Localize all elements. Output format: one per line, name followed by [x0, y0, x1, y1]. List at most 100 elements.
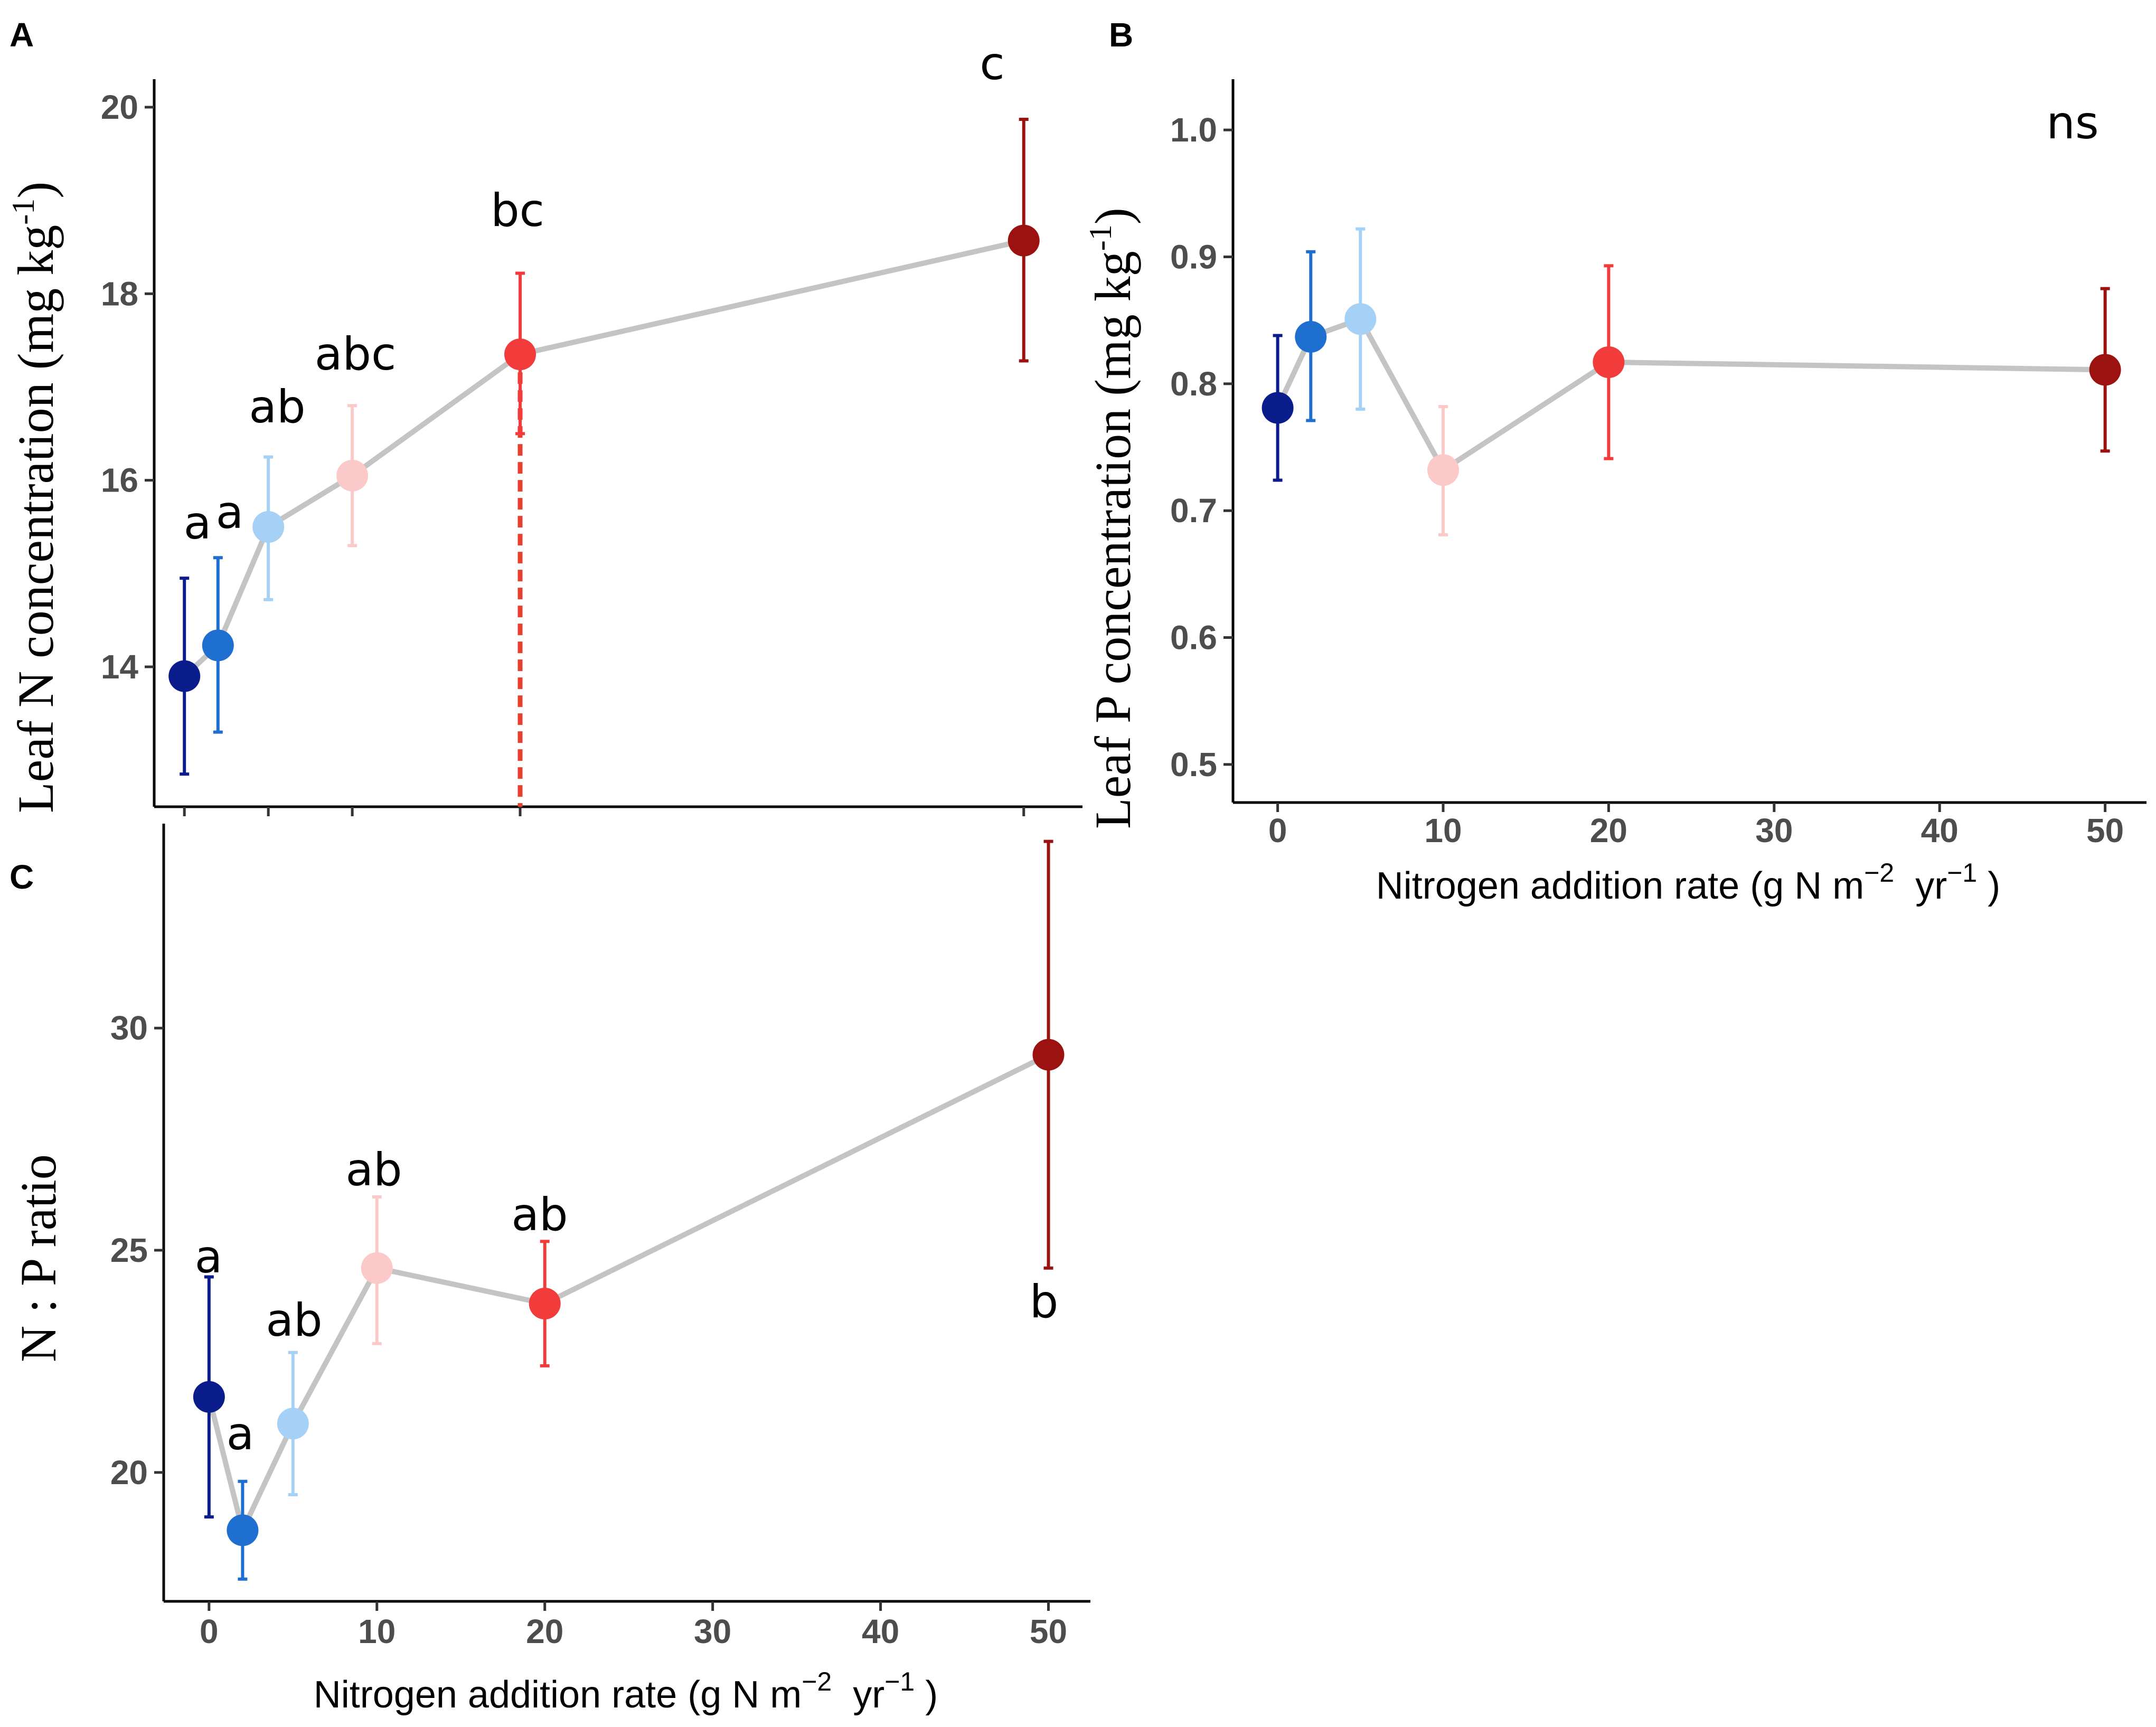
y-tick-label: 20 [110, 1454, 148, 1492]
panel-b-x-label-main: Nitrogen addition rate (g N m [1376, 865, 1864, 907]
data-point [1295, 320, 1327, 353]
data-point [504, 338, 536, 371]
panel-b-x-label-sup2: −1 [1947, 858, 1977, 888]
panel-c-x-label-sup1: −2 [802, 1667, 832, 1696]
panel-c-x-label-mid: yr [853, 1674, 884, 1716]
data-point [2089, 354, 2121, 386]
panel-c-significance-labels: a a ab ab ab b [195, 1144, 1059, 1460]
panel-c-x-label-sup2: −1 [884, 1667, 915, 1696]
panel-b: B 0.5 0.6 0.7 0.8 0.9 1.0 0 10 20 30 40 50 Leaf P … [1083, 16, 2146, 907]
x-tick-label: 20 [526, 1612, 563, 1650]
data-point [1032, 1039, 1065, 1071]
panel-a-y-label-end: ) [7, 182, 64, 199]
panel-a-error-bars [180, 117, 1029, 776]
data-point [1593, 346, 1625, 378]
y-tick-label: 0.8 [1170, 365, 1217, 403]
panel-c-x-ticks: 0 10 20 30 40 50 [200, 1601, 1067, 1650]
x-tick-label: 50 [1030, 1612, 1067, 1650]
panel-c-y-ticks: 20 25 30 [110, 1009, 164, 1492]
y-tick-label: 30 [110, 1009, 148, 1047]
panel-a-y-ticks: 14 16 18 20 [101, 88, 154, 686]
data-point [168, 660, 201, 692]
x-tick-label: 30 [694, 1612, 731, 1650]
panel-a-sig-label: bc [491, 184, 544, 237]
panel-a-significance-labels: a a ab abc bc c [184, 37, 1005, 550]
data-point [277, 1408, 309, 1440]
x-tick-label: 10 [1424, 811, 1462, 850]
data-point [361, 1252, 393, 1284]
panel-b-points [1261, 303, 2121, 486]
panel-b-y-ticks: 0.5 0.6 0.7 0.8 0.9 1.0 [1170, 111, 1233, 784]
panel-c-sig-label: ab [511, 1188, 568, 1241]
panel-c-y-label: N : P ratio [10, 1154, 67, 1362]
panel-a-sig-label: ab [249, 381, 305, 433]
x-tick-label: 40 [1921, 811, 1959, 850]
panel-a-x-ticks [183, 807, 1025, 816]
panel-a-sig-label: a [216, 486, 244, 539]
x-tick-label: 0 [1268, 811, 1287, 850]
panel-b-error-bars [1273, 227, 2110, 536]
y-tick-label: 14 [101, 648, 139, 686]
data-point [1427, 454, 1460, 486]
x-tick-label: 10 [358, 1612, 396, 1650]
panel-a-sig-label: abc [315, 328, 397, 381]
panel-a-y-label-main: Leaf N concentration (mg kg [7, 225, 64, 813]
panel-b-x-label: Nitrogen addition rate (g N m−2 yr−1) [1376, 858, 2000, 907]
panel-c-sig-label: a [227, 1408, 255, 1460]
panel-a-sig-label: c [980, 37, 1004, 90]
panel-c-connector-line [206, 1052, 1050, 1533]
y-tick-label: 0.9 [1170, 238, 1217, 276]
panel-b-x-label-end: ) [1988, 865, 2000, 907]
y-tick-label: 0.7 [1170, 492, 1217, 530]
y-tick-label: 1.0 [1170, 111, 1217, 149]
panel-c-sig-label: ab [266, 1294, 322, 1347]
panel-a-letter: A [10, 16, 34, 54]
panel-c-x-label-main: Nitrogen addition rate (g N m [314, 1674, 802, 1716]
y-tick-label: 0.5 [1170, 745, 1217, 784]
data-point [529, 1288, 561, 1320]
data-point [227, 1514, 259, 1546]
y-tick-label: 0.6 [1170, 619, 1217, 657]
panel-b-ns-annotation: ns [2046, 97, 2098, 149]
panel-a-connector-line [182, 238, 1024, 678]
panel-c-x-label: Nitrogen addition rate (g N m−2 yr−1) [314, 1667, 938, 1716]
panel-c-sig-label: b [1030, 1276, 1059, 1328]
panel-c-sig-label: ab [345, 1144, 402, 1196]
panel-b-y-label: Leaf P concentration (mg kg-1) [1083, 207, 1141, 829]
panel-b-x-label-sup1: −2 [1864, 858, 1894, 888]
panel-b-y-label-sup: -1 [1083, 224, 1118, 251]
y-tick-label: 16 [101, 461, 138, 499]
data-point [1261, 392, 1294, 424]
y-tick-label: 20 [101, 88, 138, 126]
panel-b-x-label-mid: yr [1915, 865, 1947, 907]
x-tick-label: 40 [862, 1612, 899, 1650]
data-point [193, 1381, 225, 1413]
panel-c-points [193, 1039, 1065, 1546]
panel-c-letter: C [10, 858, 34, 896]
panel-b-y-label-end: ) [1085, 207, 1141, 224]
panel-a-sig-label: a [184, 497, 212, 550]
y-tick-label: 18 [101, 275, 138, 313]
panel-c-error-bars [204, 839, 1053, 1581]
data-point [252, 511, 285, 543]
panel-c-sig-label: a [195, 1231, 223, 1284]
y-tick-label: 25 [110, 1231, 148, 1269]
panel-c-x-label-end: ) [925, 1674, 938, 1716]
data-point [1008, 224, 1040, 257]
panel-a-points [168, 224, 1040, 692]
x-tick-label: 20 [1590, 811, 1627, 850]
panel-b-y-label-main: Leaf P concentration (mg kg [1085, 251, 1141, 829]
panel-b-connector-line [1275, 316, 2105, 473]
panel-a-y-label-sup: -1 [6, 199, 41, 225]
data-point [336, 459, 369, 492]
data-point [202, 629, 234, 662]
panel-b-x-ticks: 0 10 20 30 40 50 [1268, 803, 2124, 850]
data-point [1344, 303, 1377, 335]
panel-c: C 20 25 30 0 10 20 30 40 50 N : P ratio Nitroge… [10, 824, 1090, 1716]
x-tick-label: 0 [200, 1612, 219, 1650]
panel-a-y-label: Leaf N concentration (mg kg-1) [6, 182, 64, 813]
panel-b-letter: B [1109, 16, 1133, 54]
x-tick-label: 50 [2086, 811, 2124, 850]
panel-a: A 14 16 18 20 Leaf N concentration (mg kg-1… [6, 16, 1082, 816]
